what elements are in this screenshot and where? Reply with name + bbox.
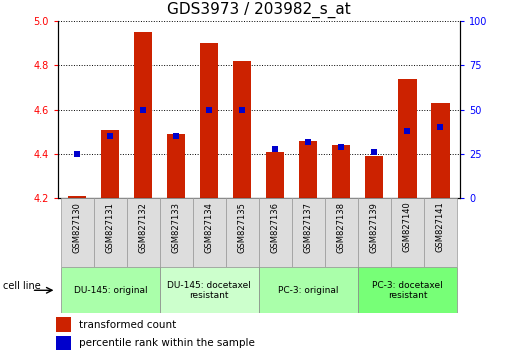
- Text: GSM827135: GSM827135: [238, 202, 247, 252]
- Bar: [101, 130, 119, 198]
- Bar: [259, 267, 358, 313]
- Bar: [61, 198, 94, 267]
- Bar: [233, 61, 252, 198]
- Bar: [292, 198, 325, 267]
- Bar: [431, 103, 449, 198]
- Bar: [200, 43, 219, 198]
- Bar: [167, 134, 186, 198]
- Bar: [391, 198, 424, 267]
- Text: GSM827131: GSM827131: [106, 202, 115, 252]
- Bar: [358, 198, 391, 267]
- Text: percentile rank within the sample: percentile rank within the sample: [79, 338, 255, 348]
- Bar: [366, 156, 383, 198]
- Text: DU-145: docetaxel
resistant: DU-145: docetaxel resistant: [167, 281, 252, 300]
- Bar: [69, 196, 86, 198]
- Text: GSM827141: GSM827141: [436, 202, 445, 252]
- Text: GSM827139: GSM827139: [370, 202, 379, 252]
- Bar: [94, 198, 127, 267]
- Text: GSM827134: GSM827134: [205, 202, 214, 252]
- Bar: [55, 336, 71, 350]
- Bar: [299, 141, 317, 198]
- Title: GDS3973 / 203982_s_at: GDS3973 / 203982_s_at: [167, 2, 351, 18]
- Bar: [193, 198, 226, 267]
- Bar: [424, 198, 457, 267]
- Text: DU-145: original: DU-145: original: [74, 286, 147, 295]
- Bar: [134, 32, 152, 198]
- Text: PC-3: docetaxel
resistant: PC-3: docetaxel resistant: [372, 281, 443, 300]
- Bar: [160, 267, 259, 313]
- Bar: [61, 267, 160, 313]
- Bar: [399, 79, 416, 198]
- Bar: [226, 198, 259, 267]
- Bar: [358, 267, 457, 313]
- Text: GSM827133: GSM827133: [172, 202, 181, 253]
- Bar: [325, 198, 358, 267]
- Text: GSM827132: GSM827132: [139, 202, 148, 252]
- Bar: [332, 145, 350, 198]
- Text: GSM827130: GSM827130: [73, 202, 82, 252]
- Text: GSM827140: GSM827140: [403, 202, 412, 252]
- Text: PC-3: original: PC-3: original: [278, 286, 339, 295]
- Text: GSM827137: GSM827137: [304, 202, 313, 253]
- Text: cell line: cell line: [3, 281, 40, 291]
- Bar: [266, 152, 285, 198]
- Text: GSM827136: GSM827136: [271, 202, 280, 253]
- Text: GSM827138: GSM827138: [337, 202, 346, 253]
- Text: transformed count: transformed count: [79, 320, 176, 330]
- Bar: [55, 317, 71, 332]
- Bar: [127, 198, 160, 267]
- Bar: [160, 198, 193, 267]
- Bar: [259, 198, 292, 267]
